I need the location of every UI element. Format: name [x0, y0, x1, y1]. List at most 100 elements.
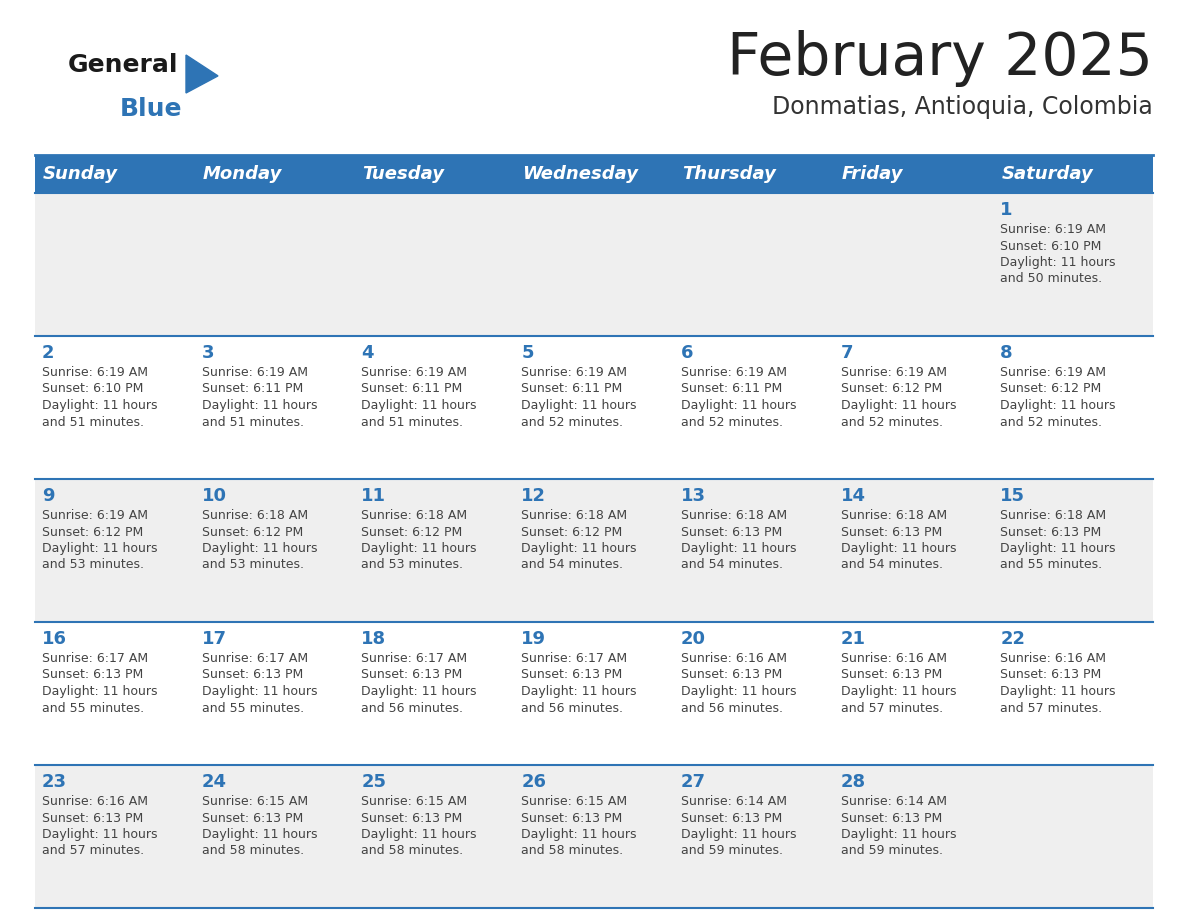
- Text: 27: 27: [681, 773, 706, 791]
- Text: Sunday: Sunday: [43, 165, 118, 183]
- Text: Sunset: 6:13 PM: Sunset: 6:13 PM: [202, 668, 303, 681]
- Text: Sunrise: 6:18 AM: Sunrise: 6:18 AM: [361, 509, 468, 522]
- Text: Daylight: 11 hours: Daylight: 11 hours: [841, 828, 956, 841]
- Text: Sunrise: 6:15 AM: Sunrise: 6:15 AM: [522, 795, 627, 808]
- Text: Sunrise: 6:15 AM: Sunrise: 6:15 AM: [361, 795, 468, 808]
- Text: 24: 24: [202, 773, 227, 791]
- Text: Sunset: 6:10 PM: Sunset: 6:10 PM: [42, 383, 144, 396]
- Text: Daylight: 11 hours: Daylight: 11 hours: [681, 542, 796, 555]
- Text: Sunrise: 6:19 AM: Sunrise: 6:19 AM: [522, 366, 627, 379]
- Text: February 2025: February 2025: [727, 30, 1154, 87]
- Text: Blue: Blue: [120, 97, 183, 121]
- Text: Wednesday: Wednesday: [523, 165, 638, 183]
- Text: Sunset: 6:13 PM: Sunset: 6:13 PM: [202, 812, 303, 824]
- Text: Sunrise: 6:16 AM: Sunrise: 6:16 AM: [42, 795, 148, 808]
- Text: Daylight: 11 hours: Daylight: 11 hours: [841, 685, 956, 698]
- Text: 11: 11: [361, 487, 386, 505]
- Text: and 52 minutes.: and 52 minutes.: [841, 416, 942, 429]
- Text: Sunrise: 6:18 AM: Sunrise: 6:18 AM: [522, 509, 627, 522]
- Text: Sunset: 6:13 PM: Sunset: 6:13 PM: [361, 812, 462, 824]
- Text: Sunset: 6:13 PM: Sunset: 6:13 PM: [841, 525, 942, 539]
- Text: Daylight: 11 hours: Daylight: 11 hours: [522, 542, 637, 555]
- Text: and 51 minutes.: and 51 minutes.: [42, 416, 144, 429]
- Text: 14: 14: [841, 487, 866, 505]
- Text: Daylight: 11 hours: Daylight: 11 hours: [42, 542, 158, 555]
- Text: Daylight: 11 hours: Daylight: 11 hours: [1000, 542, 1116, 555]
- Text: Daylight: 11 hours: Daylight: 11 hours: [361, 542, 476, 555]
- Text: Daylight: 11 hours: Daylight: 11 hours: [361, 828, 476, 841]
- Text: and 55 minutes.: and 55 minutes.: [42, 701, 144, 714]
- Text: Sunrise: 6:17 AM: Sunrise: 6:17 AM: [42, 652, 148, 665]
- Bar: [34, 336, 1154, 479]
- Text: Sunset: 6:12 PM: Sunset: 6:12 PM: [522, 525, 623, 539]
- Text: Daylight: 11 hours: Daylight: 11 hours: [202, 542, 317, 555]
- Text: 19: 19: [522, 630, 546, 648]
- Text: and 56 minutes.: and 56 minutes.: [681, 701, 783, 714]
- Text: Sunrise: 6:19 AM: Sunrise: 6:19 AM: [42, 509, 148, 522]
- Text: 1: 1: [1000, 201, 1013, 219]
- Text: Sunset: 6:13 PM: Sunset: 6:13 PM: [681, 525, 782, 539]
- Text: Sunrise: 6:19 AM: Sunrise: 6:19 AM: [202, 366, 308, 379]
- Text: Sunset: 6:10 PM: Sunset: 6:10 PM: [1000, 240, 1101, 252]
- Text: 12: 12: [522, 487, 546, 505]
- Text: Sunrise: 6:16 AM: Sunrise: 6:16 AM: [1000, 652, 1106, 665]
- Text: and 52 minutes.: and 52 minutes.: [681, 416, 783, 429]
- Text: Sunset: 6:13 PM: Sunset: 6:13 PM: [42, 812, 144, 824]
- Text: Daylight: 11 hours: Daylight: 11 hours: [681, 828, 796, 841]
- Text: and 52 minutes.: and 52 minutes.: [522, 416, 624, 429]
- Bar: [34, 622, 1154, 765]
- Text: Sunset: 6:12 PM: Sunset: 6:12 PM: [1000, 383, 1101, 396]
- Text: Thursday: Thursday: [682, 165, 776, 183]
- Text: Sunrise: 6:14 AM: Sunrise: 6:14 AM: [841, 795, 947, 808]
- Text: Daylight: 11 hours: Daylight: 11 hours: [202, 399, 317, 412]
- Text: and 58 minutes.: and 58 minutes.: [522, 845, 624, 857]
- Text: Sunrise: 6:19 AM: Sunrise: 6:19 AM: [1000, 366, 1106, 379]
- Text: General: General: [68, 53, 178, 77]
- Text: and 50 minutes.: and 50 minutes.: [1000, 273, 1102, 285]
- Text: Daylight: 11 hours: Daylight: 11 hours: [522, 685, 637, 698]
- Text: Daylight: 11 hours: Daylight: 11 hours: [42, 828, 158, 841]
- Text: Sunrise: 6:19 AM: Sunrise: 6:19 AM: [841, 366, 947, 379]
- Text: Sunrise: 6:14 AM: Sunrise: 6:14 AM: [681, 795, 786, 808]
- Text: and 59 minutes.: and 59 minutes.: [841, 845, 942, 857]
- Text: and 56 minutes.: and 56 minutes.: [522, 701, 624, 714]
- Text: and 55 minutes.: and 55 minutes.: [202, 701, 304, 714]
- Text: 4: 4: [361, 344, 374, 362]
- Text: Sunset: 6:11 PM: Sunset: 6:11 PM: [361, 383, 462, 396]
- Text: 16: 16: [42, 630, 67, 648]
- Text: and 55 minutes.: and 55 minutes.: [1000, 558, 1102, 572]
- Polygon shape: [187, 55, 219, 93]
- Text: Sunset: 6:12 PM: Sunset: 6:12 PM: [202, 525, 303, 539]
- Text: Sunset: 6:13 PM: Sunset: 6:13 PM: [841, 668, 942, 681]
- Text: Daylight: 11 hours: Daylight: 11 hours: [361, 685, 476, 698]
- Text: and 54 minutes.: and 54 minutes.: [841, 558, 942, 572]
- Text: Daylight: 11 hours: Daylight: 11 hours: [202, 828, 317, 841]
- Text: Sunrise: 6:19 AM: Sunrise: 6:19 AM: [42, 366, 148, 379]
- Text: Daylight: 11 hours: Daylight: 11 hours: [202, 685, 317, 698]
- Text: Sunset: 6:13 PM: Sunset: 6:13 PM: [1000, 525, 1101, 539]
- Text: Sunset: 6:13 PM: Sunset: 6:13 PM: [361, 668, 462, 681]
- Text: 17: 17: [202, 630, 227, 648]
- Text: and 56 minutes.: and 56 minutes.: [361, 701, 463, 714]
- Text: 9: 9: [42, 487, 55, 505]
- Text: Saturday: Saturday: [1001, 165, 1093, 183]
- Text: Sunrise: 6:18 AM: Sunrise: 6:18 AM: [1000, 509, 1106, 522]
- Text: 22: 22: [1000, 630, 1025, 648]
- Bar: [34, 765, 1154, 908]
- Text: 18: 18: [361, 630, 386, 648]
- Text: Daylight: 11 hours: Daylight: 11 hours: [681, 685, 796, 698]
- Text: Daylight: 11 hours: Daylight: 11 hours: [522, 399, 637, 412]
- Text: Daylight: 11 hours: Daylight: 11 hours: [1000, 399, 1116, 412]
- Text: Daylight: 11 hours: Daylight: 11 hours: [42, 685, 158, 698]
- Text: and 53 minutes.: and 53 minutes.: [202, 558, 304, 572]
- Text: 25: 25: [361, 773, 386, 791]
- Text: Daylight: 11 hours: Daylight: 11 hours: [681, 399, 796, 412]
- Text: Sunset: 6:11 PM: Sunset: 6:11 PM: [202, 383, 303, 396]
- Text: 6: 6: [681, 344, 694, 362]
- Text: Sunrise: 6:18 AM: Sunrise: 6:18 AM: [841, 509, 947, 522]
- Text: 21: 21: [841, 630, 866, 648]
- Text: Sunrise: 6:16 AM: Sunrise: 6:16 AM: [841, 652, 947, 665]
- Text: Sunrise: 6:15 AM: Sunrise: 6:15 AM: [202, 795, 308, 808]
- Text: and 58 minutes.: and 58 minutes.: [202, 845, 304, 857]
- Text: Sunset: 6:13 PM: Sunset: 6:13 PM: [841, 812, 942, 824]
